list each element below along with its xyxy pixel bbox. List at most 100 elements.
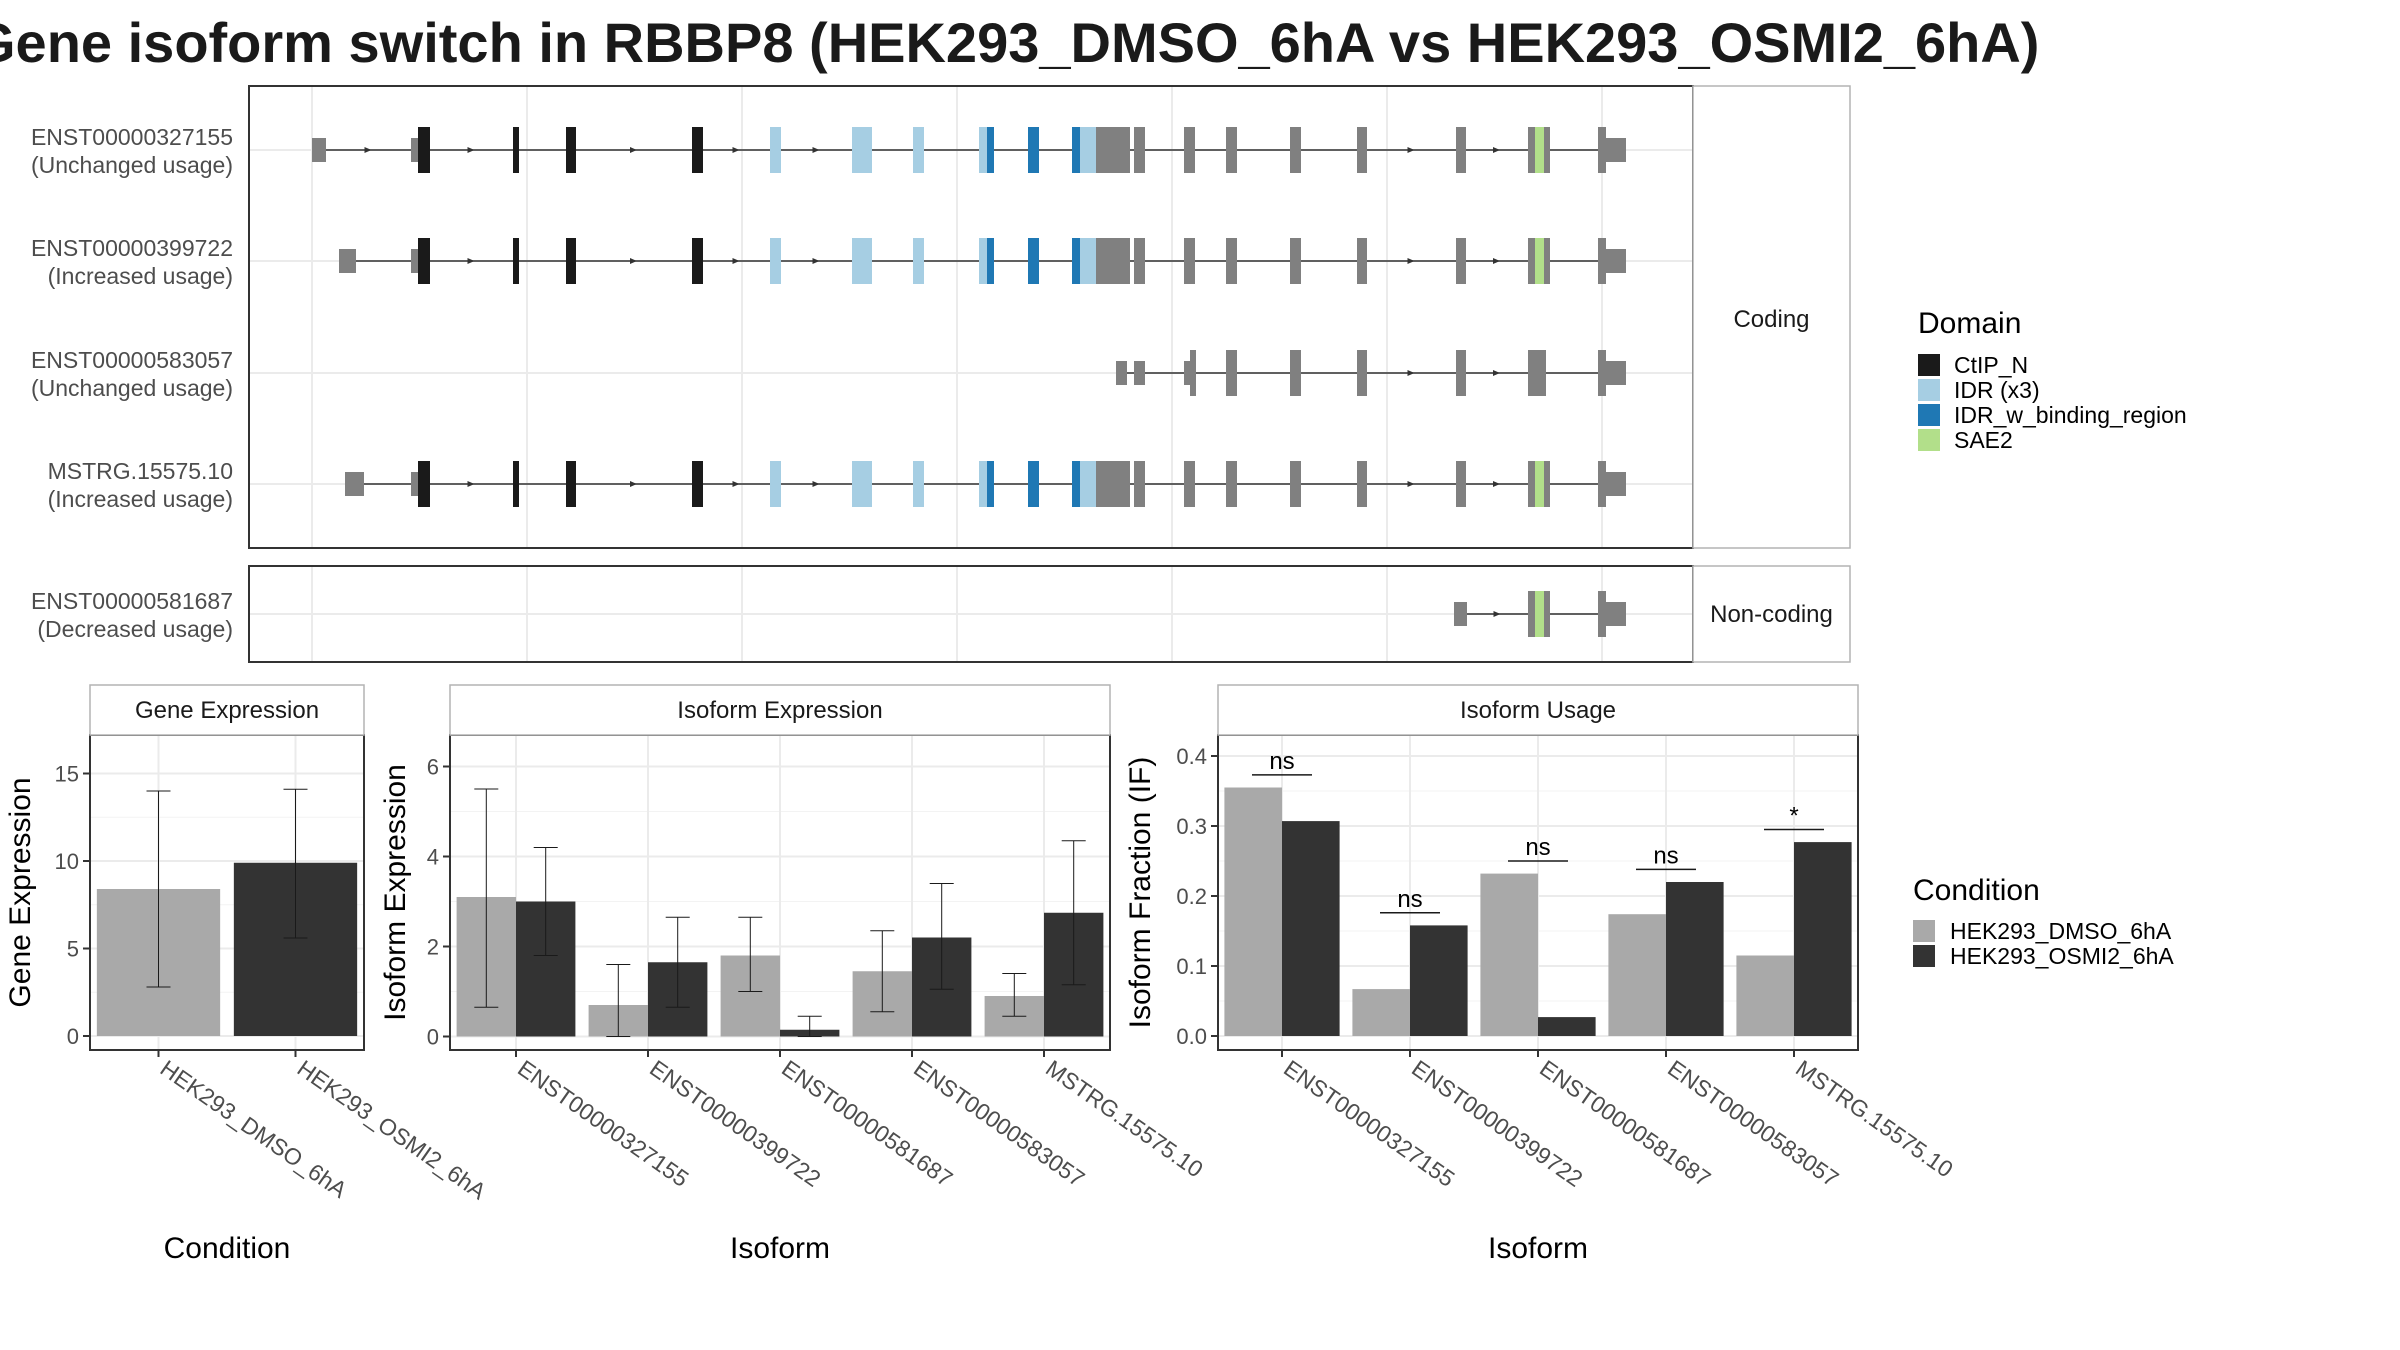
y-tick-label: 0.4: [1176, 744, 1207, 769]
significance-label: ns: [1397, 886, 1422, 913]
exon: [1598, 238, 1606, 284]
exon: [852, 461, 860, 507]
bar-HEK293_DMSO_6hA-ENST00000583057: [1608, 914, 1666, 1036]
exon: [1357, 127, 1367, 173]
strand-arrow: [467, 147, 475, 153]
strand-arrow: [732, 481, 740, 487]
y-tick-label: 0.2: [1176, 884, 1207, 909]
isoform-id-label: ENST00000399722: [31, 235, 233, 261]
exon: [1104, 461, 1130, 507]
exon: [770, 127, 781, 173]
exon: [1134, 238, 1145, 284]
exon: [411, 249, 418, 273]
domain-legend-swatch: [1918, 404, 1940, 426]
significance-label: ns: [1269, 748, 1294, 775]
exon: [860, 461, 872, 507]
exon: [1456, 127, 1466, 173]
strand-arrow: [1493, 258, 1500, 264]
exon: [1134, 461, 1145, 507]
exon: [1290, 350, 1301, 396]
exon: [1134, 127, 1145, 173]
bar-HEK293_DMSO_6hA-MSTRG.15575.10: [1736, 955, 1794, 1036]
exon: [1535, 127, 1544, 173]
exon: [979, 127, 987, 173]
exon: [1080, 238, 1096, 284]
strand-arrow: [630, 147, 637, 153]
strand-arrow: [1493, 147, 1500, 153]
y-tick-label: 0: [427, 1025, 439, 1050]
exon: [1072, 238, 1080, 284]
exon: [913, 461, 924, 507]
bar-HEK293_DMSO_6hA-ENST00000399722: [1352, 989, 1410, 1036]
strand-arrow: [812, 258, 820, 264]
exon: [913, 238, 924, 284]
exon: [1190, 350, 1196, 396]
exon: [513, 238, 519, 284]
exon: [513, 127, 519, 173]
exon: [770, 238, 781, 284]
exon: [987, 127, 994, 173]
strand-arrow: [732, 258, 740, 264]
exon: [411, 138, 418, 162]
exon: [1544, 591, 1550, 637]
exon: [1528, 461, 1535, 507]
exon: [1535, 238, 1544, 284]
y-tick-label: 0.0: [1176, 1024, 1207, 1049]
exon: [852, 238, 860, 284]
strand-arrow: [1407, 481, 1415, 487]
exon: [1606, 249, 1626, 273]
domain-legend-swatch: [1918, 354, 1940, 376]
exon: [339, 249, 356, 273]
strand-arrow: [467, 258, 475, 264]
exon: [1184, 127, 1195, 173]
bar-HEK293_OSMI2_6hA-ENST00000399722: [1410, 925, 1468, 1036]
exon: [1528, 127, 1535, 173]
y-axis-title: Gene Expression: [4, 777, 37, 1007]
exon: [1028, 238, 1039, 284]
gene-expression-panel: Gene Expression051015HEK293_DMSO_6hAHEK2…: [4, 684, 491, 1265]
y-axis-title: Isoform Fraction (IF): [1124, 757, 1157, 1029]
exon: [1096, 127, 1104, 173]
panel-strip: [89, 684, 365, 736]
isoform-id-label: ENST00000581687: [31, 588, 233, 614]
exon: [979, 461, 987, 507]
significance-label: ns: [1653, 842, 1678, 869]
exon: [1290, 461, 1301, 507]
panel-title: Isoform Expression: [677, 697, 882, 724]
exon: [1357, 238, 1367, 284]
exon: [1456, 350, 1466, 396]
exon: [1456, 461, 1466, 507]
exon: [1598, 350, 1606, 396]
x-axis-title: Isoform: [1488, 1232, 1588, 1265]
significance-label: ns: [1525, 834, 1550, 861]
condition-legend-swatch: [1913, 945, 1935, 967]
exon: [1028, 461, 1039, 507]
exon: [1134, 361, 1145, 385]
exon: [1606, 361, 1626, 385]
exon: [418, 238, 430, 284]
noncoding-strip-label: Non-coding: [1710, 601, 1833, 628]
exon: [770, 461, 781, 507]
bar-HEK293_DMSO_6hA-ENST00000581687: [1480, 873, 1538, 1036]
exon: [987, 238, 994, 284]
condition-legend-label: HEK293_OSMI2_6hA: [1950, 943, 2174, 969]
exon: [1096, 461, 1104, 507]
isoform-id-label: ENST00000583057: [31, 347, 233, 373]
y-tick-label: 15: [55, 762, 79, 787]
coding-plot-bg: [249, 86, 1693, 548]
exon: [566, 127, 576, 173]
strand-arrow: [630, 258, 637, 264]
exon: [566, 238, 576, 284]
exon: [692, 238, 703, 284]
y-tick-label: 10: [55, 849, 79, 874]
strand-arrow: [732, 147, 740, 153]
exon: [345, 472, 364, 496]
exon: [979, 238, 987, 284]
exon: [1535, 591, 1544, 637]
exon: [1184, 461, 1195, 507]
noncoding-strip: [1692, 565, 1851, 663]
exon: [1226, 238, 1237, 284]
strand-arrow: [364, 147, 372, 153]
